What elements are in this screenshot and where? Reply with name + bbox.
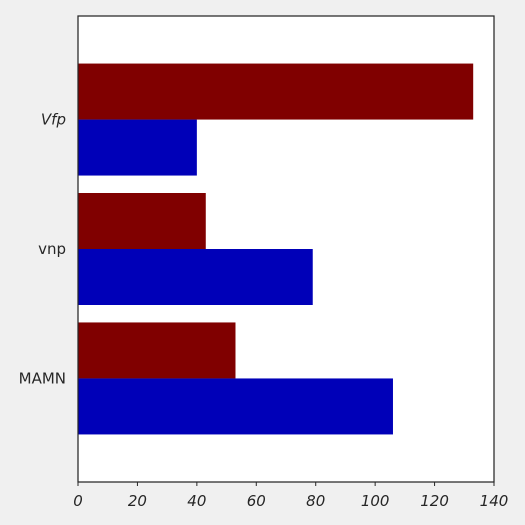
plot-frame (77, 15, 495, 483)
bar-vnp-series-1 (78, 193, 206, 249)
x-tick-label: 80 (306, 492, 325, 510)
bar-mamn-series-2 (78, 378, 393, 435)
y-tick-label: MAMN (19, 369, 66, 387)
x-tick-label: 60 (247, 492, 266, 510)
bar-vnp-series-2 (78, 249, 313, 305)
x-tick-label: 40 (187, 492, 206, 510)
y-tick-label: Vfp (41, 111, 66, 129)
bar-mamn-series-1 (78, 322, 236, 379)
bars-group (78, 63, 474, 435)
x-tick-label: 20 (128, 492, 147, 510)
bar-vfp-series-2 (78, 119, 197, 176)
y-tick-label: vnp (38, 240, 66, 258)
x-tick-label: 0 (73, 492, 83, 510)
x-tick-label: 120 (420, 492, 449, 510)
x-tick-label: 140 (480, 492, 509, 510)
bar-vfp-series-1 (78, 63, 474, 120)
x-tick-label: 100 (361, 492, 390, 510)
x-axis: 0 20 40 60 80 100 120 140 (73, 482, 508, 510)
y-tick-labels: Vfp vnp MAMN (19, 111, 66, 388)
